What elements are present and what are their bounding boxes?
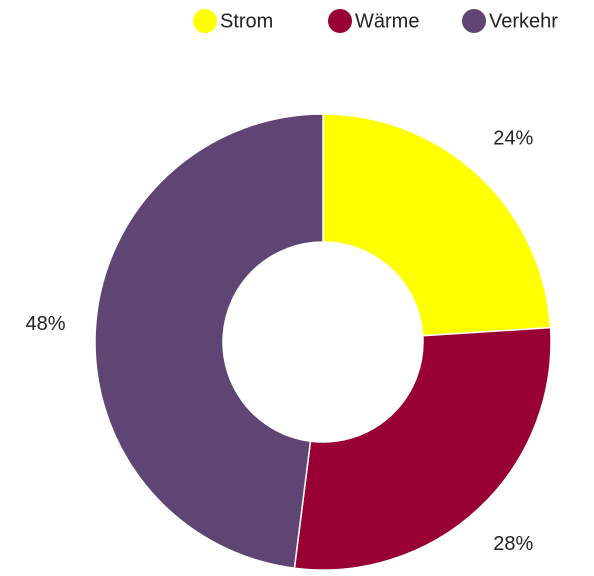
donut-slice (322, 113, 552, 337)
legend-swatch (328, 9, 352, 33)
donut-slice (94, 113, 324, 570)
legend-swatch (193, 9, 217, 33)
legend-label: Wärme (355, 10, 419, 32)
data-label: 48% (26, 313, 66, 335)
data-label: 24% (493, 128, 533, 150)
legend: Strom Wärme Verkehr (193, 9, 558, 33)
legend-swatch (462, 9, 486, 33)
data-label: 28% (493, 533, 533, 555)
donut-slice (293, 326, 552, 571)
legend-label: Verkehr (489, 10, 558, 32)
legend-label: Strom (220, 10, 273, 32)
